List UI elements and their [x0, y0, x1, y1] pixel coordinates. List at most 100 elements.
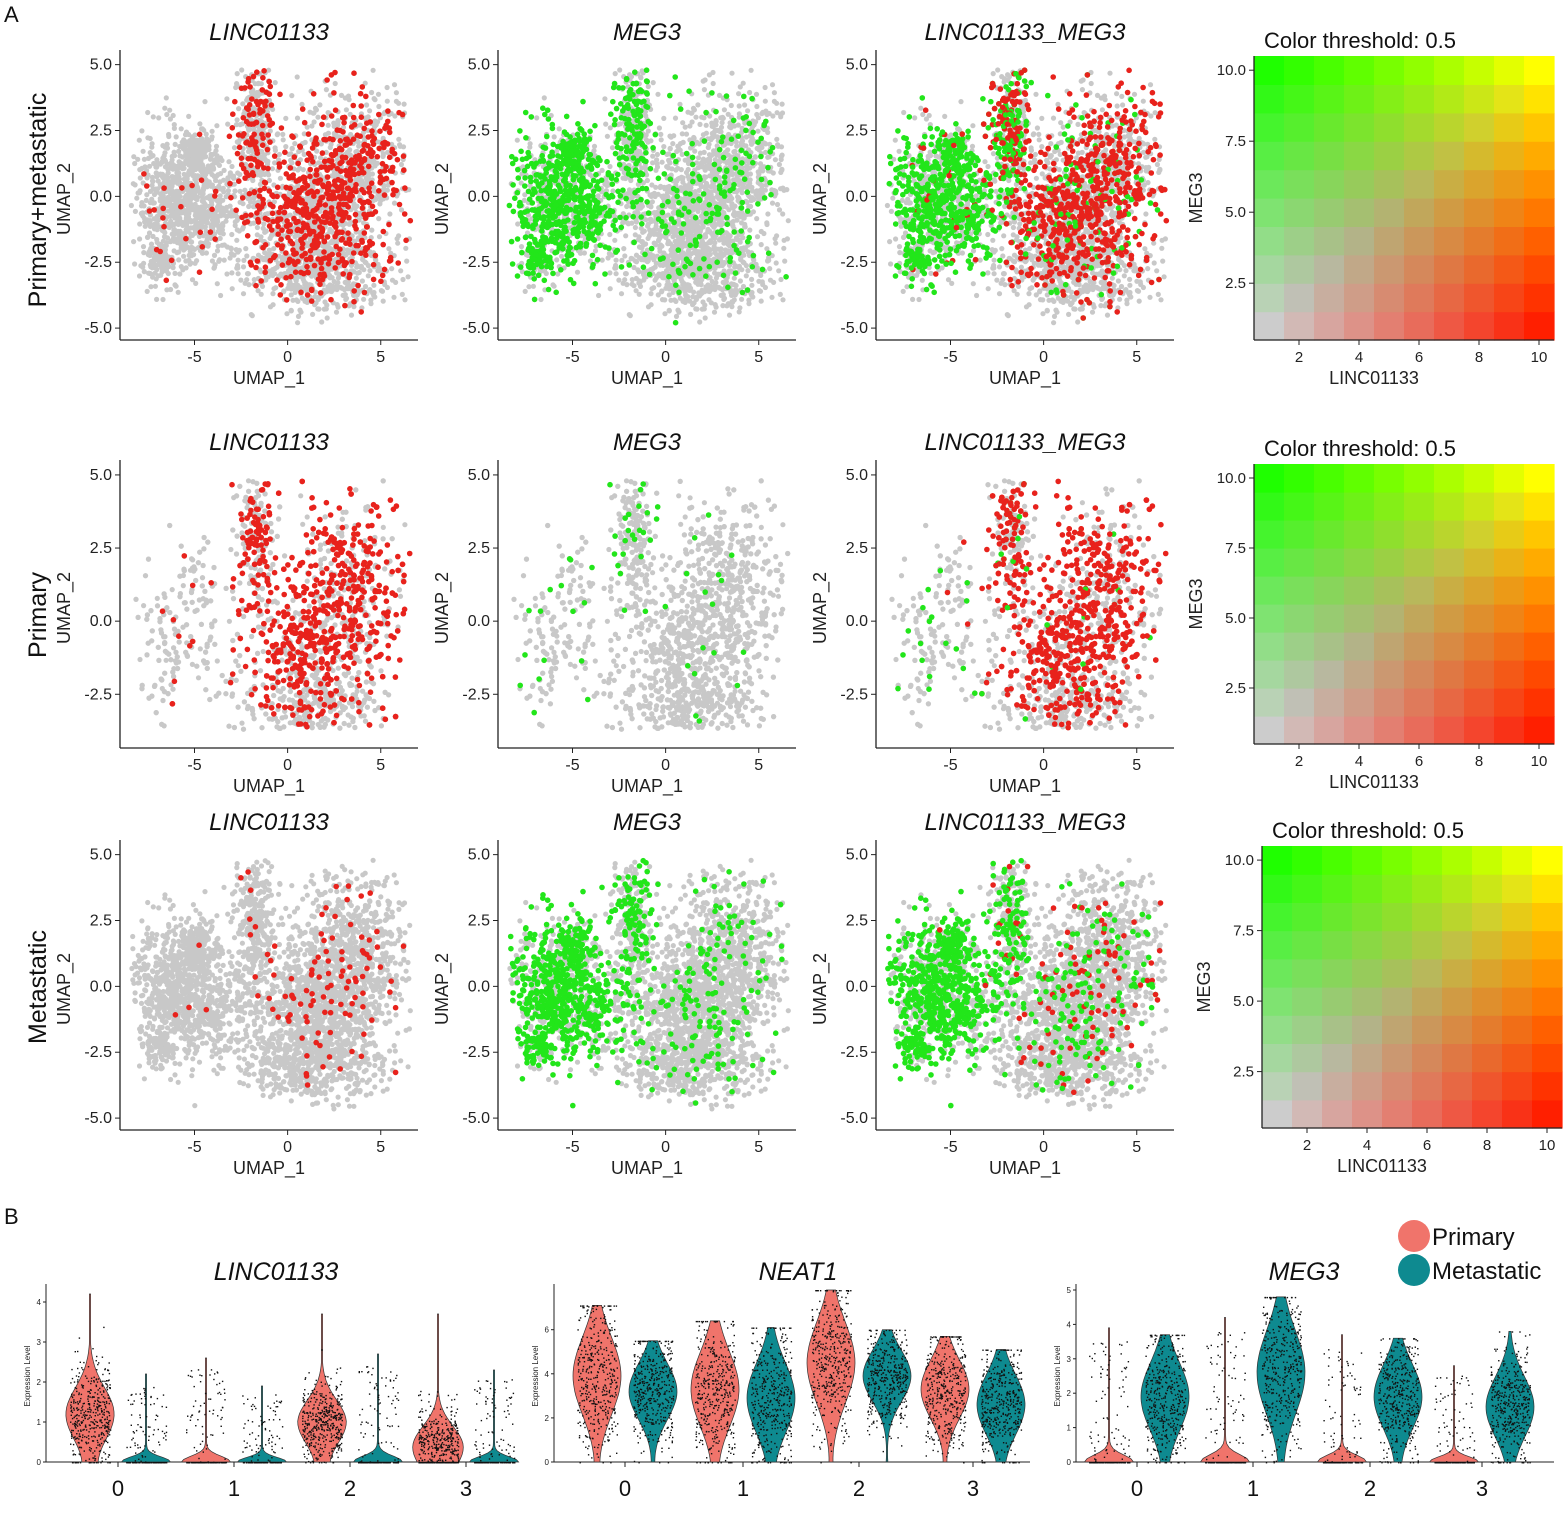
- grid-cell: [1382, 930, 1413, 960]
- umap-y-tick-label: -2.5: [840, 254, 868, 271]
- grid-cell: [1442, 958, 1473, 988]
- violin-y-tick-label: 1: [37, 1418, 42, 1427]
- grid-cell: [1254, 112, 1285, 142]
- grid-cell: [1532, 958, 1563, 988]
- violin-points: [1378, 1338, 1420, 1464]
- grid-cell: [1532, 1015, 1563, 1044]
- grid-cell: [1374, 660, 1405, 689]
- violin-metastatic-2: [1373, 1337, 1423, 1463]
- grid-cell: [1404, 226, 1435, 256]
- grid-cell: [1442, 874, 1473, 903]
- umap-title: MEG3: [613, 429, 682, 456]
- grid-cell: [1494, 632, 1525, 661]
- umap-y-tick-label: 5.0: [468, 847, 490, 864]
- umap-y-tick-label: 2.5: [90, 123, 112, 140]
- umap-panels: LINC01133 -5 0 5 -5.0 -2.5 0.0 2.5 5.0 UMAP_1 UMAP…: [54, 19, 1174, 1179]
- umap-y-tick-label: 0.0: [90, 188, 112, 205]
- grid-cell: [1472, 874, 1503, 903]
- grid-cell: [1314, 226, 1345, 256]
- violin-points: [981, 1349, 1023, 1464]
- grid-cell: [1262, 846, 1293, 875]
- grid-cell: [1404, 141, 1435, 171]
- umap-x-label: UMAP_1: [989, 776, 1061, 797]
- threshold-grids: Color threshold: 0.5 2 4 6 8 10 2.5 5.0 7.5 10.0 L…: [1186, 28, 1563, 1176]
- umap-y-tick-label: -5.0: [462, 320, 490, 337]
- threshold-grid-0: Color threshold: 0.5 2 4 6 8 10 2.5 5.0 7.5 10.0 L…: [1186, 28, 1555, 388]
- violin-points: [186, 1369, 228, 1464]
- grid-y-tick-label: 7.5: [1225, 133, 1246, 150]
- grid-cell: [1494, 520, 1525, 549]
- grid-cell: [1284, 169, 1315, 199]
- violin-panel-1: NEAT1 0 2 4 6 Expression Level 0 1 2 3: [531, 1258, 1030, 1501]
- grid-cell: [1404, 283, 1435, 313]
- umap-y-label: UMAP_2: [54, 953, 75, 1025]
- grid-cell: [1344, 226, 1375, 256]
- grid-x-tick-label: 4: [1355, 753, 1363, 770]
- grid-cell: [1254, 492, 1285, 521]
- umap-grey-cells: [889, 478, 1169, 732]
- grid-cell: [1404, 716, 1435, 745]
- grid-cell: [1494, 141, 1525, 171]
- grid-cell: [1502, 930, 1533, 960]
- grid-cell: [1524, 226, 1555, 256]
- umap-y-tick-label: 5.0: [90, 847, 112, 864]
- grid-cell: [1472, 1099, 1503, 1129]
- grid-cell: [1494, 576, 1525, 605]
- umap-x-tick-label: -5: [187, 349, 201, 366]
- grid-cell: [1292, 874, 1323, 903]
- umap-x-tick-label: 5: [1132, 1139, 1141, 1156]
- umap-x-tick-label: 5: [754, 757, 763, 774]
- grid-cell: [1434, 688, 1465, 717]
- umap-x-label: UMAP_1: [611, 1158, 683, 1179]
- grid-y-label: MEG3: [1186, 172, 1206, 223]
- grid-cell: [1344, 198, 1375, 227]
- grid-cell: [1494, 283, 1525, 313]
- grid-cell: [1374, 548, 1405, 577]
- grid-cell: [1314, 311, 1345, 341]
- grid-cell: [1254, 198, 1285, 227]
- umap-x-label: UMAP_1: [989, 368, 1061, 389]
- umap-x-tick-label: 0: [661, 349, 670, 366]
- grid-cell: [1314, 464, 1345, 493]
- umap-y-tick-label: 5.0: [468, 57, 490, 74]
- grid-cell: [1464, 311, 1495, 341]
- grid-cell: [1284, 226, 1315, 256]
- grid-y-label: MEG3: [1194, 961, 1214, 1012]
- violin-y-tick-label: 3: [1067, 1355, 1072, 1364]
- umap-panel-1-2: LINC01133_MEG3 -5 0 5 -2.5 0.0 2.5 5.0 UMAP_1 UMA…: [810, 429, 1174, 797]
- grid-cell: [1262, 874, 1293, 903]
- umap-x-tick-label: -5: [187, 1139, 201, 1156]
- grid-cell: [1374, 198, 1405, 227]
- grid-cell: [1254, 464, 1285, 493]
- grid-cell: [1344, 84, 1375, 114]
- grid-cell: [1352, 874, 1383, 903]
- umap-y-label: UMAP_2: [432, 953, 453, 1025]
- grid-cell: [1352, 1043, 1383, 1073]
- grid-cell: [1374, 84, 1405, 114]
- violin-points: [577, 1305, 619, 1464]
- grid-x-tick-label: 2: [1303, 1137, 1311, 1154]
- umap-y-tick-label: -2.5: [84, 686, 112, 703]
- violin-metastatic-3: [468, 1369, 520, 1463]
- violin-y-tick-label: 2: [1067, 1389, 1072, 1398]
- grid-x-tick-label: 6: [1423, 1137, 1431, 1154]
- grid-cell: [1494, 226, 1525, 256]
- grid-cell: [1502, 874, 1533, 903]
- grid-cell: [1412, 930, 1443, 960]
- violin-primary-2: [1316, 1334, 1368, 1463]
- umap-y-label: UMAP_2: [54, 163, 75, 235]
- grid-cell: [1262, 1071, 1293, 1101]
- violin-y-tick-label: 3: [37, 1338, 42, 1347]
- umap-y-tick-label: 2.5: [846, 913, 868, 930]
- umap-expressing-cells: [506, 67, 789, 326]
- grid-cell: [1374, 226, 1405, 256]
- grid-cell: [1524, 169, 1555, 199]
- grid-cell: [1412, 874, 1443, 903]
- grid-cell: [1262, 987, 1293, 1016]
- violin-points: [474, 1379, 516, 1464]
- grid-cell: [1412, 846, 1443, 875]
- grid-cell: [1434, 141, 1465, 171]
- umap-title: LINC01133_MEG3: [925, 19, 1127, 46]
- violin-panels: LINC01133 0 1 2 3 4 Expression Level 0 1 2 3 NEAT1 0…: [23, 1258, 1554, 1501]
- row-label-metastatic: Metastatic: [24, 930, 52, 1044]
